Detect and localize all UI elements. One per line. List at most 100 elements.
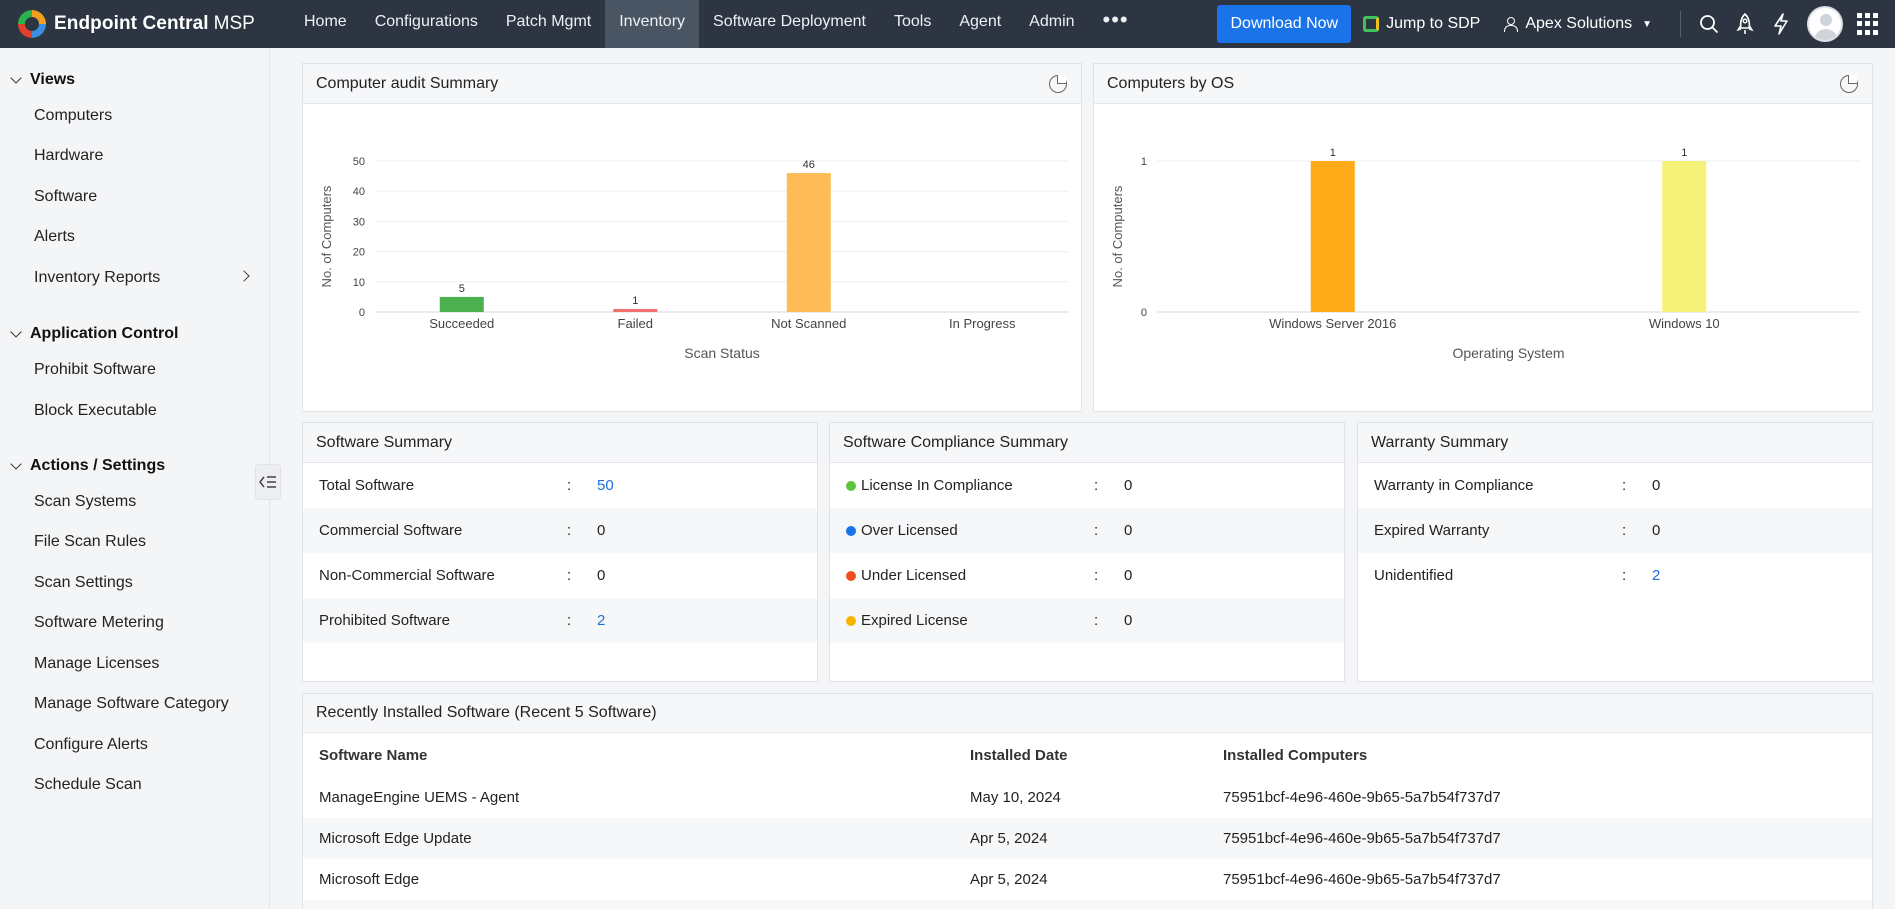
- jump-to-sdp-label: Jump to SDP: [1386, 15, 1481, 32]
- installed-computer-cell: 75951bcf-4e96-460e-9b65-5a7b54f737d7: [1223, 830, 1501, 847]
- software-compliance-summary-panel: Software Compliance Summary License In C…: [829, 422, 1345, 682]
- lightning-icon[interactable]: [1771, 13, 1791, 35]
- x-tick-label: Succeeded: [429, 316, 494, 331]
- sidebar-item-inventory-reports[interactable]: Inventory Reports: [34, 269, 161, 286]
- nav-configurations[interactable]: Configurations: [374, 13, 478, 30]
- row-label: License In Compliance: [861, 477, 1013, 494]
- sidebar-item-manage-software-category[interactable]: Manage Software Category: [34, 695, 229, 712]
- user-icon: [1504, 17, 1519, 32]
- sidebar-item-computers[interactable]: Computers: [34, 107, 113, 124]
- installed-date-cell: Apr 5, 2024: [970, 871, 1048, 888]
- brand-suffix: MSP: [213, 13, 255, 34]
- row-separator: :: [567, 477, 572, 494]
- row-separator: :: [567, 567, 572, 584]
- row-separator: :: [1622, 477, 1627, 494]
- column-header-software-name[interactable]: Software Name: [319, 746, 428, 764]
- chart-type-icon[interactable]: [1049, 75, 1067, 93]
- search-icon[interactable]: [1699, 13, 1719, 35]
- nav-inventory[interactable]: Inventory: [605, 0, 700, 48]
- org-selector[interactable]: Apex Solutions ▼: [1504, 15, 1652, 33]
- status-dot-icon: [846, 525, 856, 536]
- sidebar-item-prohibit-software[interactable]: Prohibit Software: [34, 361, 156, 378]
- jump-to-sdp-link[interactable]: Jump to SDP: [1363, 15, 1480, 33]
- summary-row: Unidentified : 2: [1358, 553, 1872, 598]
- nav-software-deployment[interactable]: Software Deployment: [713, 13, 866, 30]
- y-axis-label: No. of Computers: [319, 185, 334, 287]
- collapse-sidebar-icon[interactable]: [255, 464, 281, 500]
- column-header-installed-date[interactable]: Installed Date: [970, 746, 1068, 764]
- unidentified-warranty-link[interactable]: 2: [1652, 567, 1661, 584]
- sidebar-item-configure-alerts[interactable]: Configure Alerts: [34, 736, 148, 753]
- prohibited-software-link[interactable]: 2: [597, 612, 606, 629]
- brand-name: Endpoint Central: [54, 13, 209, 34]
- data-label: 1: [1330, 147, 1336, 159]
- data-label: 1: [632, 295, 638, 307]
- data-label: 46: [803, 159, 815, 171]
- download-now-button[interactable]: Download Now: [1217, 5, 1352, 43]
- y-tick-label: 30: [353, 216, 365, 228]
- sidebar-item-software-metering[interactable]: Software Metering: [34, 614, 164, 631]
- warranty-summary-panel: Warranty Summary Warranty in Compliance …: [1357, 422, 1873, 682]
- y-tick-label: 40: [353, 186, 365, 198]
- computer-audit-summary-panel: Computer audit Summary 0 10 20 30 40 50 No. of…: [302, 63, 1082, 412]
- sidebar-item-schedule-scan[interactable]: Schedule Scan: [34, 776, 142, 793]
- chevron-right-icon[interactable]: [238, 270, 250, 282]
- nav-admin[interactable]: Admin: [1029, 13, 1075, 30]
- panel-title: Computers by OS: [1107, 74, 1235, 92]
- row-label-wrap: Expired License: [846, 612, 1094, 629]
- avatar[interactable]: [1807, 6, 1843, 42]
- chevron-down-icon: [10, 325, 22, 338]
- sidebar-section-views[interactable]: Views: [10, 71, 76, 89]
- software-name-cell: Microsoft Edge: [319, 871, 420, 888]
- sidebar-item-software[interactable]: Software: [34, 188, 98, 205]
- nav-agent[interactable]: Agent: [959, 13, 1002, 30]
- sidebar-section-actions-settings[interactable]: Actions / Settings: [10, 457, 165, 475]
- panel-title: Software Compliance Summary: [843, 433, 1068, 451]
- summary-row: Over Licensed : 0: [830, 508, 1344, 553]
- x-axis-label: Scan Status: [684, 345, 760, 361]
- row-value: 0: [1124, 567, 1133, 584]
- column-header-installed-computers[interactable]: Installed Computers: [1223, 746, 1368, 764]
- sidebar-item-scan-settings[interactable]: Scan Settings: [34, 574, 133, 591]
- nav-home[interactable]: Home: [304, 13, 347, 30]
- summary-row: Expired Warranty : 0: [1358, 508, 1872, 553]
- toolbar-divider: [1680, 11, 1681, 37]
- row-value: 0: [1652, 522, 1661, 539]
- y-tick-label: 20: [353, 247, 365, 259]
- sdp-icon: [1363, 16, 1380, 32]
- sidebar-item-scan-systems[interactable]: Scan Systems: [34, 493, 137, 510]
- status-dot-icon: [846, 570, 856, 581]
- row-label-wrap: Under Licensed: [846, 567, 1094, 584]
- panel-header: Software Summary: [303, 423, 817, 463]
- sidebar-item-file-scan-rules[interactable]: File Scan Rules: [34, 533, 147, 550]
- app-grid-icon[interactable]: [1857, 13, 1879, 35]
- chevron-down-icon: [10, 457, 22, 470]
- y-tick-label: 1: [1141, 156, 1147, 168]
- chevron-down-icon: [10, 71, 22, 84]
- sidebar-section-application-control[interactable]: Application Control: [10, 325, 178, 343]
- row-separator: :: [1094, 522, 1099, 539]
- total-software-link[interactable]: 50: [597, 477, 614, 494]
- section-title: Views: [30, 71, 76, 88]
- x-tick-label: Windows Server 2016: [1269, 316, 1396, 331]
- x-tick-label: In Progress: [949, 316, 1016, 331]
- nav-patch-mgmt[interactable]: Patch Mgmt: [505, 13, 592, 30]
- summary-row: Expired License : 0: [830, 598, 1344, 643]
- sidebar-item-block-executable[interactable]: Block Executable: [34, 402, 157, 419]
- row-label: Non-Commercial Software: [319, 567, 495, 584]
- row-label: Expired Warranty: [1374, 522, 1490, 539]
- row-separator: :: [567, 612, 572, 629]
- row-label: Warranty in Compliance: [1374, 477, 1534, 494]
- row-separator: :: [1094, 477, 1099, 494]
- sidebar-item-hardware[interactable]: Hardware: [34, 147, 104, 164]
- installed-date-cell: May 10, 2024: [970, 789, 1061, 806]
- org-label: Apex Solutions: [1525, 15, 1633, 32]
- rocket-icon[interactable]: [1735, 13, 1755, 35]
- computers-by-os-panel: Computers by OS 0 1 No. of Computers 1 Windo…: [1093, 63, 1873, 412]
- chart-type-icon[interactable]: [1840, 75, 1858, 93]
- nav-tools[interactable]: Tools: [894, 13, 932, 30]
- sidebar-item-manage-licenses[interactable]: Manage Licenses: [34, 655, 160, 672]
- sidebar-item-alerts[interactable]: Alerts: [34, 228, 75, 245]
- brand[interactable]: Endpoint Central MSP: [0, 10, 290, 38]
- nav-more-icon[interactable]: •••: [1102, 7, 1129, 32]
